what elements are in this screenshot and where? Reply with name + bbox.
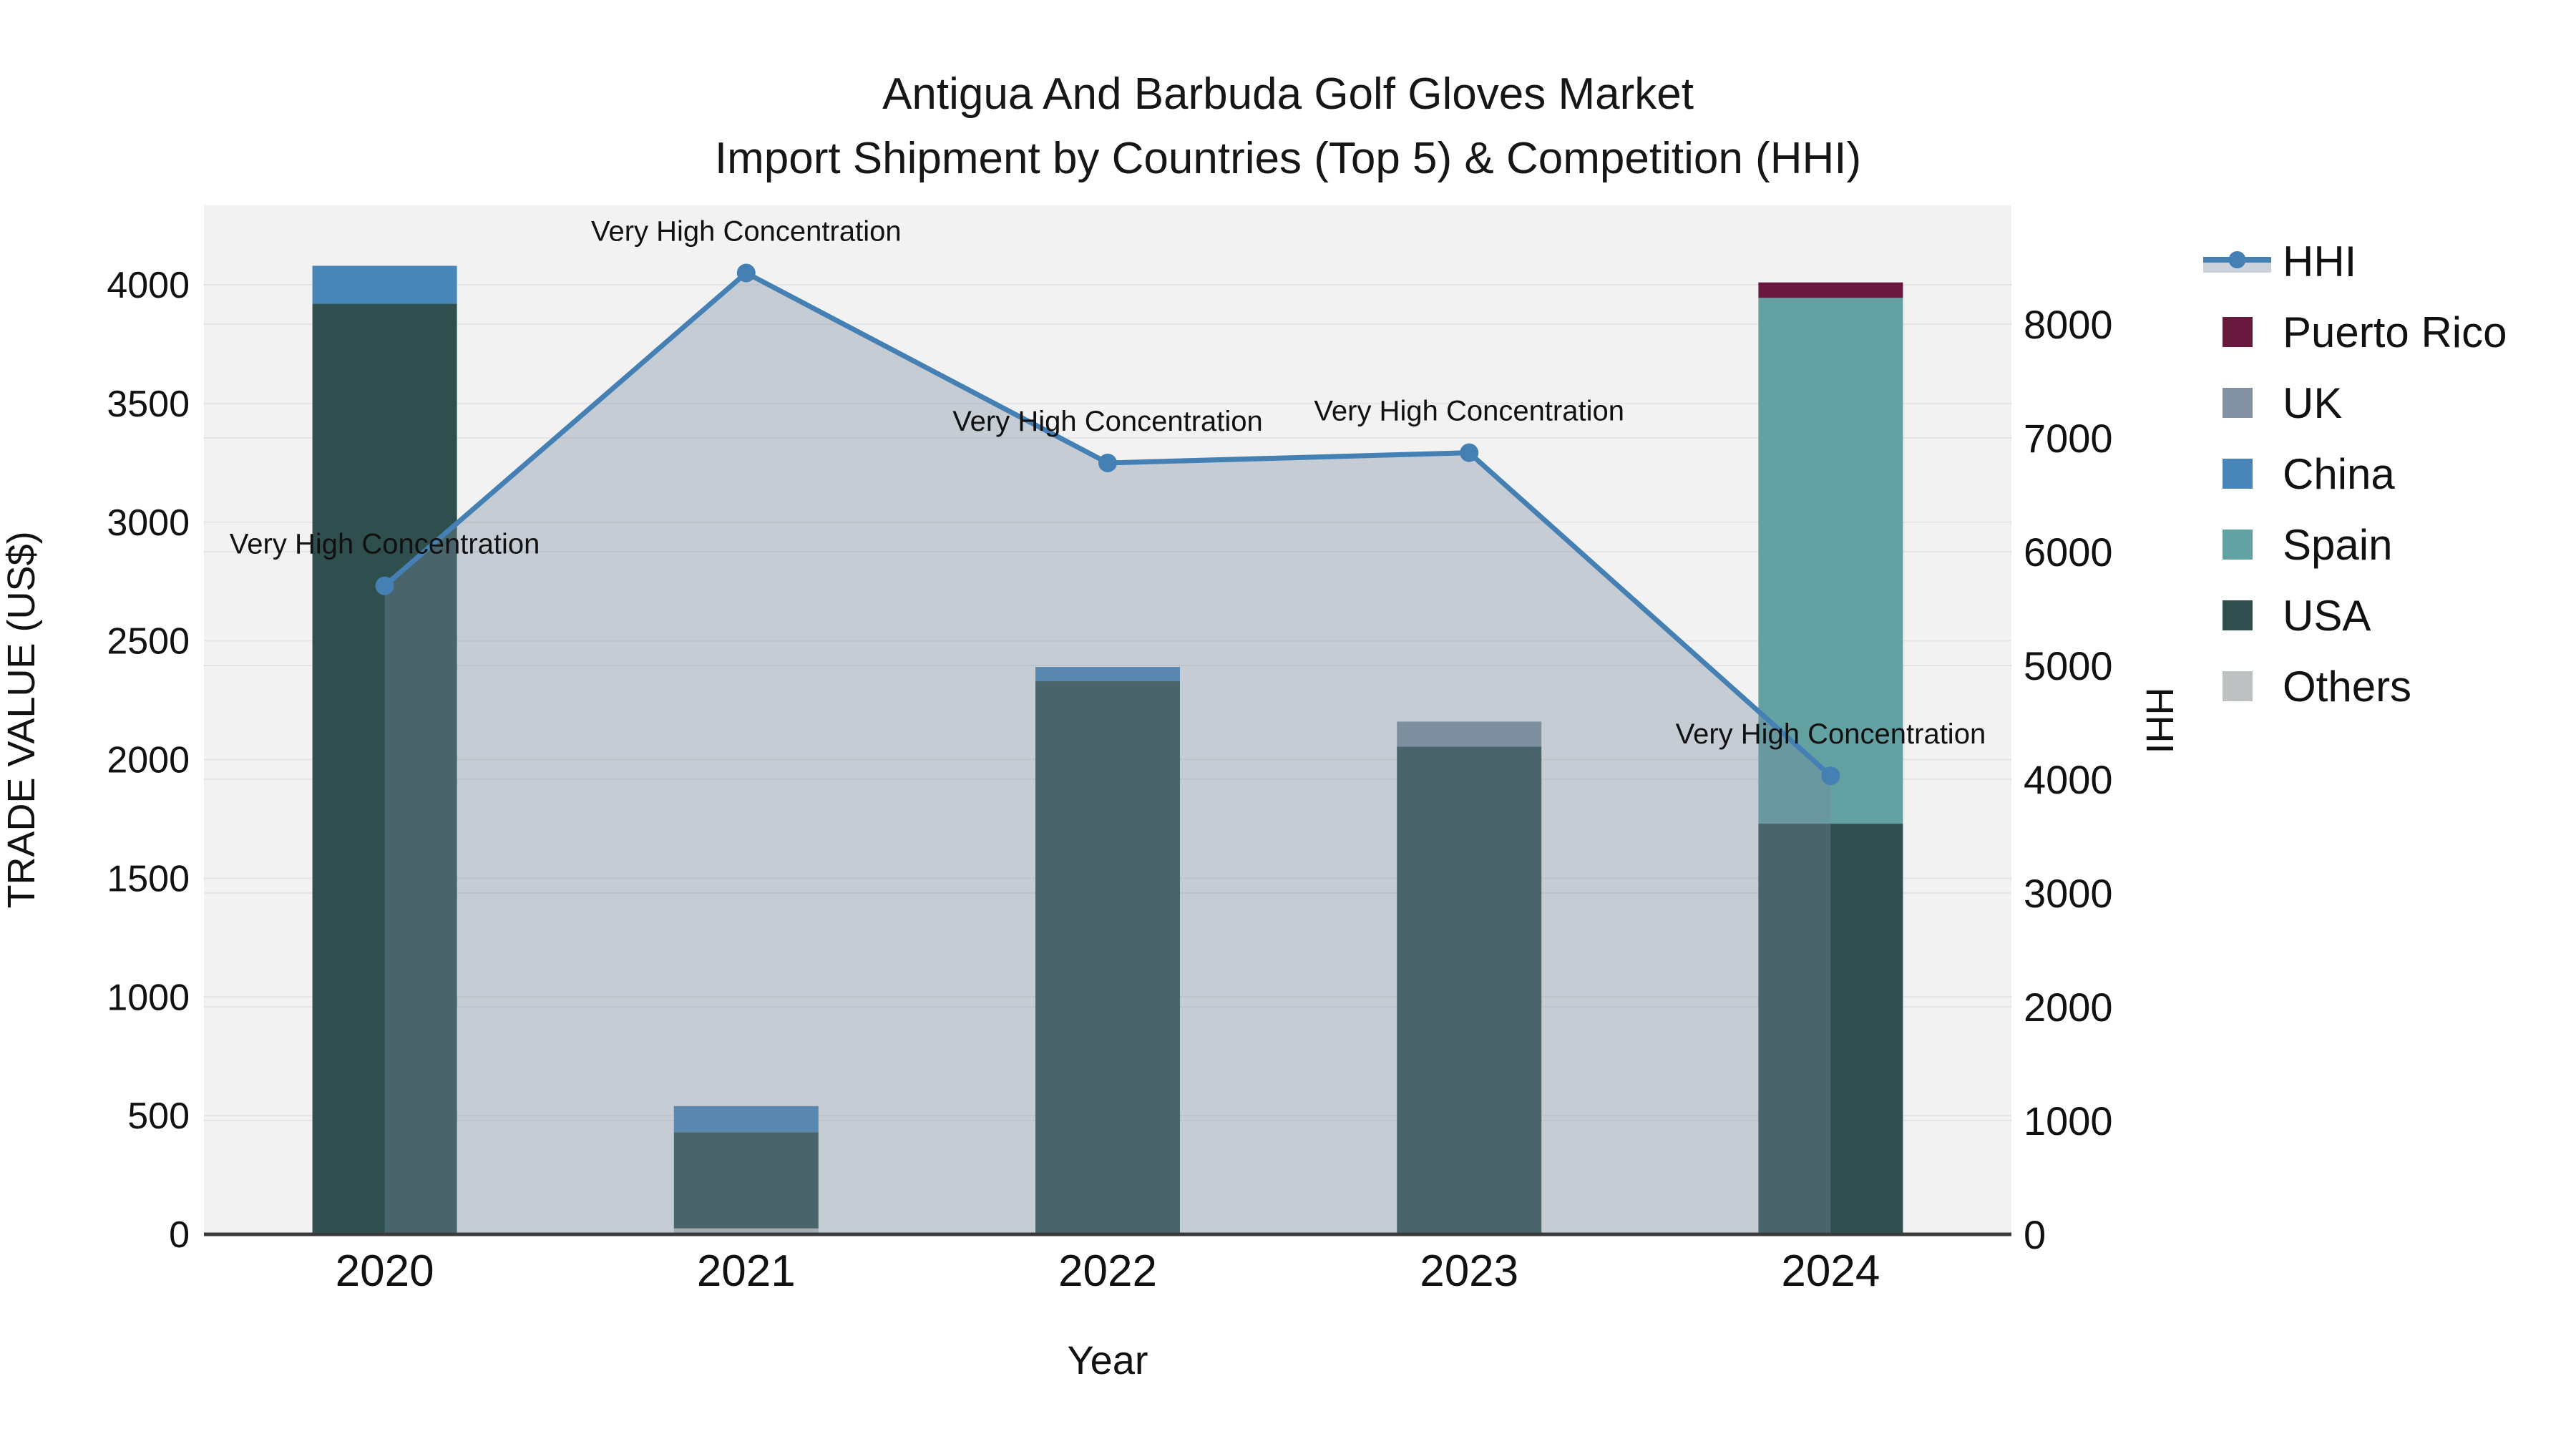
tick-label-right-3000: 3000 — [2024, 871, 2113, 916]
legend-label-hhi: HHI — [2283, 238, 2356, 286]
bar-segment-china-2020[interactable] — [312, 265, 457, 304]
tick-label-left-3000: 3000 — [107, 502, 190, 544]
legend-item-others[interactable]: Others — [2223, 663, 2411, 711]
bar-segment-usa-2022[interactable] — [1035, 681, 1180, 1234]
legend-item-spain[interactable]: Spain — [2223, 521, 2392, 569]
hhi-marker-2024[interactable] — [1821, 766, 1840, 786]
hhi-marker-2020[interactable] — [375, 576, 394, 595]
legend-swatch-spain — [2223, 530, 2253, 560]
tick-label-right-2000: 2000 — [2024, 985, 2113, 1030]
bar-segment-usa-2020[interactable] — [312, 303, 457, 1234]
legend-swatch-china — [2223, 459, 2253, 489]
chart-title-line2: Import Shipment by Countries (Top 5) & C… — [714, 134, 1862, 183]
bar-segment-usa-2024[interactable] — [1758, 824, 1903, 1234]
year-label-2020: 2020 — [336, 1246, 434, 1296]
tick-label-left-0: 0 — [169, 1214, 190, 1256]
legend-item-hhi[interactable]: HHI — [2203, 238, 2356, 286]
legend-label-puerto-rico: Puerto Rico — [2283, 308, 2507, 356]
tick-label-right-1000: 1000 — [2024, 1098, 2113, 1143]
hhi-marker-2022[interactable] — [1098, 453, 1117, 472]
annotation-2023: Very High Concentration — [1314, 396, 1624, 427]
chart-title-line1: Antigua And Barbuda Golf Gloves Market — [882, 69, 1694, 119]
tick-label-left-2500: 2500 — [107, 621, 190, 663]
bar-segment-usa-2021[interactable] — [673, 1132, 819, 1229]
bar-segment-puerto-rico-2024[interactable] — [1758, 282, 1903, 298]
tick-label-left-4000: 4000 — [107, 265, 190, 306]
year-label-2023: 2023 — [1420, 1246, 1518, 1296]
legend-swatch-others — [2223, 671, 2253, 701]
tick-label-left-3500: 3500 — [107, 384, 190, 425]
legend-swatch-usa — [2223, 600, 2253, 630]
legend-item-china[interactable]: China — [2223, 450, 2395, 498]
annotation-2020: Very High Concentration — [230, 529, 540, 560]
hhi-marker-2023[interactable] — [1460, 443, 1479, 462]
legend-label-others: Others — [2283, 663, 2411, 711]
legend-item-usa[interactable]: USA — [2223, 592, 2371, 640]
legend-item-uk[interactable]: UK — [2223, 379, 2342, 427]
tick-label-left-1000: 1000 — [107, 977, 190, 1018]
tick-label-left-2000: 2000 — [107, 740, 190, 781]
bar-segment-uk-2023[interactable] — [1397, 721, 1542, 747]
bar-segment-others-2021[interactable] — [673, 1228, 819, 1234]
legend-swatch-puerto-rico — [2223, 317, 2253, 347]
legend-label-china: China — [2283, 450, 2395, 498]
tick-label-right-0: 0 — [2024, 1212, 2046, 1257]
year-label-2024: 2024 — [1781, 1246, 1880, 1296]
bar-segment-china-2021[interactable] — [673, 1106, 819, 1133]
legend-label-usa: USA — [2283, 592, 2371, 640]
bar-segment-china-2022[interactable] — [1035, 667, 1180, 682]
legend-label-spain: Spain — [2283, 521, 2392, 569]
annotation-2024: Very High Concentration — [1676, 718, 1986, 750]
legend-swatch-uk — [2223, 388, 2253, 418]
annotation-2022: Very High Concentration — [952, 406, 1263, 437]
tick-label-left-1500: 1500 — [107, 858, 190, 899]
hhi-area-fill — [384, 273, 1831, 1235]
y-right-axis-title: HHI — [2138, 688, 2181, 754]
bar-segment-usa-2023[interactable] — [1397, 746, 1542, 1234]
x-axis-title: Year — [1067, 1337, 1148, 1382]
year-label-2022: 2022 — [1058, 1246, 1157, 1296]
annotation-2021: Very High Concentration — [591, 215, 902, 247]
legend-label-uk: UK — [2283, 379, 2342, 427]
tick-label-right-8000: 8000 — [2024, 302, 2113, 347]
tick-label-right-5000: 5000 — [2024, 643, 2113, 688]
tick-label-right-7000: 7000 — [2024, 416, 2113, 461]
tick-label-right-4000: 4000 — [2024, 757, 2113, 802]
tick-label-left-500: 500 — [127, 1096, 190, 1137]
tick-label-right-6000: 6000 — [2024, 530, 2113, 575]
year-label-2021: 2021 — [697, 1246, 796, 1296]
legend-hhi-marker-swatch — [2228, 251, 2246, 268]
hhi-marker-2021[interactable] — [736, 263, 756, 283]
legend-item-puerto-rico[interactable]: Puerto Rico — [2223, 308, 2507, 356]
y-left-axis-title: TRADE VALUE (US$) — [0, 531, 43, 908]
